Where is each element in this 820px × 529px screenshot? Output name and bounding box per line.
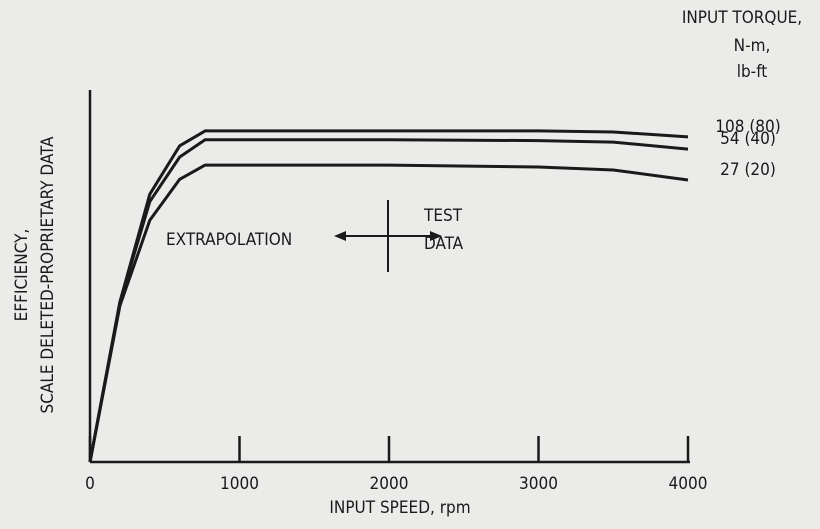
legend-title: lb-ft (737, 62, 768, 82)
legend-title: N-m, (734, 36, 771, 56)
legend-title: INPUT TORQUE, (682, 8, 802, 28)
x-tick-label: 3000 (519, 474, 558, 494)
series-label: 108 (80) (715, 117, 780, 137)
x-tick-label: 4000 (669, 474, 708, 494)
annotation: TEST (423, 206, 463, 226)
line (88, 163, 689, 463)
series-label: 54 (40) (720, 129, 776, 149)
y-label: EFFICIENCY, (12, 229, 32, 322)
boundary-marker (334, 200, 442, 272)
x-tick-label: 2000 (370, 474, 409, 494)
y-label: SCALE DELETED-PROPRIETARY DATA (38, 136, 58, 414)
x-tick-label: 0 (85, 474, 95, 494)
line (88, 138, 689, 463)
series-label: 27 (20) (720, 160, 776, 180)
annotation: EXTRAPOLATION (166, 230, 292, 250)
x-tick-label: 1000 (220, 474, 259, 494)
x-label: INPUT SPEED, rpm (329, 498, 470, 518)
